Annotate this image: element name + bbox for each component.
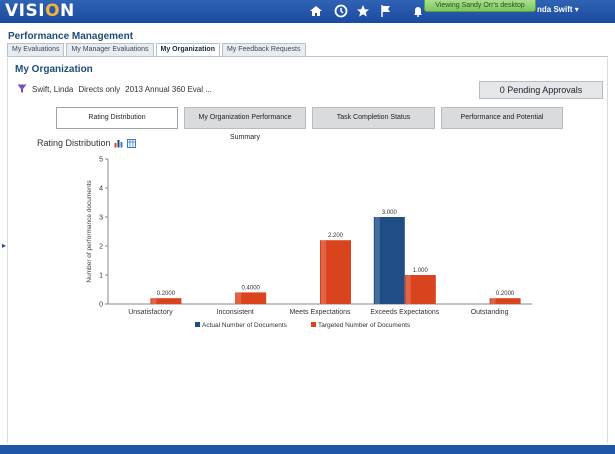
y-tick-label: 4 xyxy=(99,186,103,193)
data-label: 1.000 xyxy=(413,268,429,274)
legend-label: Actual Number of Documents xyxy=(202,322,288,329)
y-tick-label: 1 xyxy=(99,273,103,280)
user-menu[interactable]: nda Swift ▾ xyxy=(537,5,579,14)
data-label: 3.000 xyxy=(382,210,398,216)
notifications-icon[interactable] xyxy=(411,4,425,18)
bar-highlight xyxy=(374,217,380,304)
bar-highlight xyxy=(236,292,242,304)
bar-highlight xyxy=(405,275,411,304)
data-label: 0.2000 xyxy=(496,291,515,297)
bar xyxy=(489,298,521,304)
data-label: 2.200 xyxy=(328,233,344,239)
filter-icon[interactable] xyxy=(17,84,27,94)
main-tabs: My Evaluations My Manager Evaluations My… xyxy=(7,43,308,57)
subtab-task-completion-status[interactable]: Task Completion Status xyxy=(312,107,435,129)
bar-highlight xyxy=(490,298,496,304)
rating-distribution-chart: 0 1 2 3 4 5 Number of performance documents Uns… xyxy=(86,157,532,329)
tab-my-manager-evaluations[interactable]: My Manager Evaluations xyxy=(66,43,154,57)
chart-view-toggles xyxy=(114,139,136,148)
subtab-performance-and-potential[interactable]: Performance and Potential xyxy=(441,107,563,129)
filter-row: Swift, Linda Directs only 2013 Annual 36… xyxy=(17,84,217,94)
tab-my-organization[interactable]: My Organization xyxy=(155,43,220,57)
x-tick-label: Inconsistent xyxy=(217,309,254,316)
filter-document: 2013 Annual 360 Eval ... xyxy=(125,84,212,94)
y-tick-label: 3 xyxy=(99,215,103,222)
bar-highlight xyxy=(321,240,326,304)
y-tick-label: 2 xyxy=(99,244,103,251)
legend-swatch xyxy=(195,322,200,327)
chart-title: Rating Distribution xyxy=(37,138,111,148)
history-icon[interactable] xyxy=(334,4,348,18)
x-tick-label: Exceeds Expectations xyxy=(370,309,439,316)
pending-approvals-button[interactable]: 0 Pending Approvals xyxy=(479,81,603,99)
tab-my-feedback-requests[interactable]: My Feedback Requests xyxy=(221,43,306,57)
page-title: Performance Management xyxy=(8,31,134,42)
filter-person: Swift, Linda xyxy=(32,84,74,94)
data-label: 0.2000 xyxy=(157,291,176,297)
bottom-bar xyxy=(0,445,615,454)
subtab-performance-summary[interactable]: My Organization Performance Summary xyxy=(184,107,306,141)
y-tick-label: 5 xyxy=(99,157,103,164)
y-axis-label: Number of performance documents xyxy=(86,180,93,283)
table-view-icon[interactable] xyxy=(127,139,136,148)
x-tick-label: Outstanding xyxy=(471,309,509,316)
bar xyxy=(235,292,267,304)
legend-swatch xyxy=(311,322,316,327)
filter-scope: Directs only xyxy=(78,84,121,94)
bar xyxy=(150,298,182,304)
viewing-desktop-banner: Viewing Sandy Orr's desktop xyxy=(424,0,536,12)
bar-chart-view-icon[interactable] xyxy=(114,139,123,148)
tab-divider xyxy=(7,56,608,57)
vision-logo[interactable]: VISION xyxy=(5,1,75,21)
subtab-rating-distribution[interactable]: Rating Distribution xyxy=(56,107,178,129)
legend-label: Targeted Number of Documents xyxy=(318,322,411,329)
data-label: 0.4000 xyxy=(242,285,261,291)
bar xyxy=(320,240,351,304)
panel-expand-handle[interactable]: ▸ xyxy=(2,241,7,250)
tab-my-evaluations[interactable]: My Evaluations xyxy=(7,43,65,57)
top-navigation-bar: VISION Viewing Sandy Orr's desktop nda S… xyxy=(0,0,615,23)
x-tick-label: Meets Expectations xyxy=(289,309,351,316)
section-title: My Organization xyxy=(15,64,93,75)
home-icon[interactable] xyxy=(309,4,323,18)
bar xyxy=(373,217,405,304)
x-tick-label: Unsatisfactory xyxy=(128,309,173,316)
bar-highlight xyxy=(151,298,157,304)
y-tick-label: 0 xyxy=(99,302,103,309)
flag-icon[interactable] xyxy=(379,4,393,18)
favorites-star-icon[interactable] xyxy=(356,4,370,18)
bar xyxy=(404,275,436,304)
